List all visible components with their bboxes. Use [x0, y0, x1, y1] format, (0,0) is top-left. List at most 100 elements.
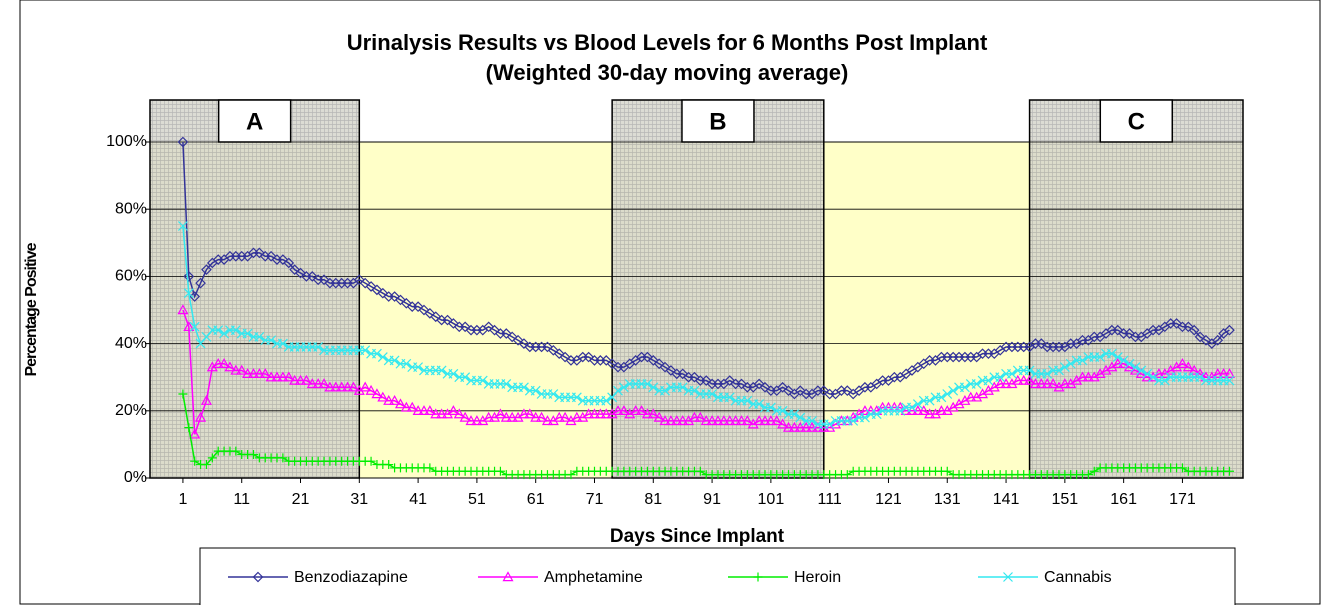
y-tick-label: 40% [115, 335, 147, 352]
marker [630, 405, 642, 415]
marker [613, 385, 623, 396]
marker [659, 361, 671, 373]
marker [189, 321, 200, 332]
x-tick-label: 101 [758, 491, 785, 508]
marker [677, 368, 689, 380]
x-tick-label: 91 [703, 491, 721, 508]
marker [912, 399, 923, 410]
marker [318, 378, 330, 389]
marker [559, 351, 571, 363]
marker [1042, 368, 1053, 379]
marker [401, 358, 412, 369]
marker [541, 415, 553, 426]
marker [924, 395, 935, 406]
x-tick-label: 161 [1110, 491, 1137, 508]
marker [436, 408, 448, 419]
marker [1007, 368, 1017, 379]
marker [918, 405, 930, 415]
marker [788, 421, 800, 432]
marker [606, 358, 618, 370]
marker [942, 389, 953, 399]
x-tick-label: 31 [350, 491, 368, 508]
region-label: B [709, 108, 726, 135]
marker [190, 456, 200, 466]
marker [571, 392, 582, 403]
marker [518, 338, 530, 349]
marker [512, 334, 524, 346]
marker [201, 460, 211, 470]
marker [965, 391, 977, 402]
marker [795, 412, 806, 423]
marker [1182, 361, 1194, 372]
marker [1112, 324, 1124, 336]
marker [1194, 331, 1206, 343]
marker [924, 408, 936, 419]
marker [442, 314, 453, 326]
marker [424, 308, 436, 319]
marker [213, 325, 224, 336]
marker [735, 415, 747, 426]
marker [771, 415, 783, 426]
marker [418, 304, 430, 316]
marker [506, 331, 518, 343]
marker [700, 415, 712, 426]
marker [177, 136, 189, 148]
x-tick-label: 71 [586, 491, 604, 508]
marker [583, 408, 595, 419]
marker [425, 463, 435, 473]
marker [265, 371, 277, 382]
marker [618, 405, 630, 415]
marker [1182, 321, 1194, 333]
marker [312, 378, 324, 389]
marker [1118, 355, 1129, 366]
x-tick-label: 131 [934, 491, 961, 508]
marker [1054, 365, 1064, 376]
marker [359, 381, 371, 392]
marker [400, 401, 412, 412]
marker [253, 368, 265, 379]
marker [1083, 470, 1093, 480]
marker [359, 277, 371, 289]
marker [671, 415, 683, 426]
x-tick-label: 81 [644, 491, 662, 508]
marker [518, 408, 530, 419]
x-tick-label: 41 [409, 491, 427, 508]
marker [459, 321, 471, 333]
marker [741, 415, 753, 426]
marker [200, 394, 212, 405]
marker [424, 405, 436, 415]
marker [765, 415, 777, 426]
marker [783, 385, 794, 396]
marker [1224, 324, 1235, 336]
marker [653, 411, 665, 422]
marker [530, 411, 542, 422]
marker [1012, 374, 1024, 385]
marker [948, 385, 959, 396]
marker [553, 348, 565, 360]
legend-label: Amphetamine [544, 569, 643, 586]
marker [330, 381, 342, 392]
marker [907, 402, 917, 413]
marker [841, 385, 853, 396]
marker [848, 415, 859, 426]
marker [277, 254, 289, 265]
marker [283, 257, 295, 269]
marker [959, 382, 970, 393]
marker [394, 398, 406, 409]
marker [502, 571, 514, 582]
marker [1082, 371, 1094, 382]
marker [195, 411, 207, 422]
marker [600, 355, 612, 366]
y-axis-title: Percentage Positive [23, 242, 40, 376]
marker [178, 389, 188, 399]
marker [389, 291, 400, 302]
marker [712, 415, 724, 426]
x-tick-label: 171 [1169, 491, 1196, 508]
marker [448, 318, 459, 329]
marker [782, 421, 795, 432]
marker [789, 409, 800, 420]
marker [647, 408, 659, 419]
x-tick-label: 61 [527, 491, 545, 508]
marker [700, 375, 712, 386]
